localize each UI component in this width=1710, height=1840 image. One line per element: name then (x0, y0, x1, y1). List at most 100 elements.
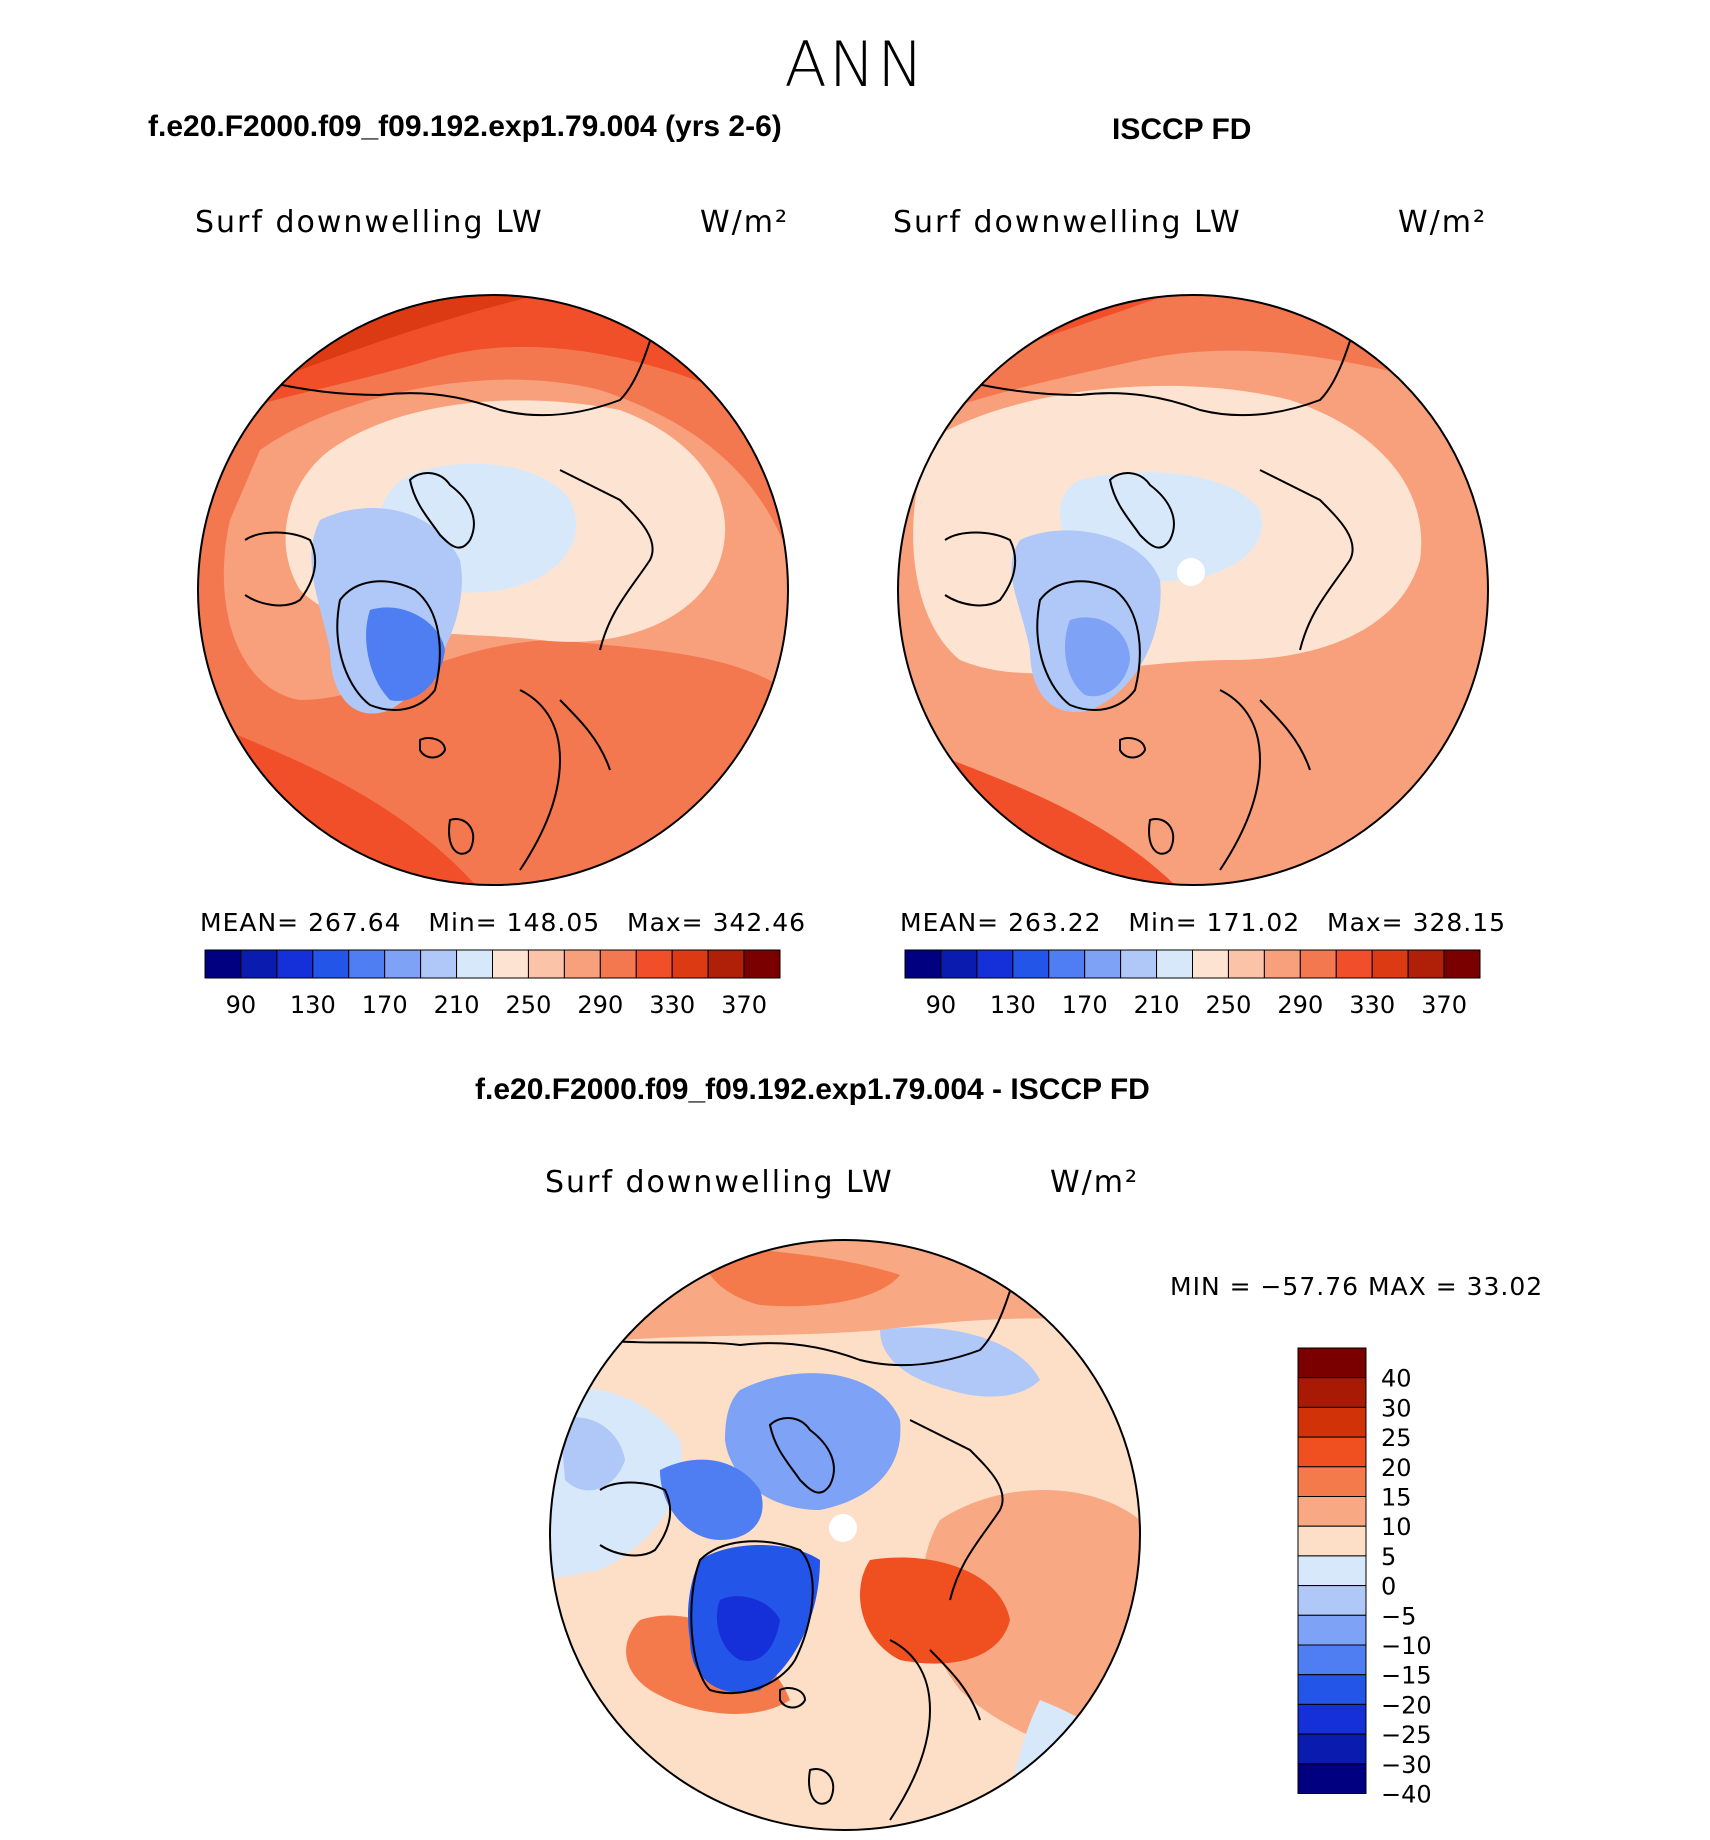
field-beaufort-cool (880, 1327, 1040, 1397)
colorbar-swatch (312, 949, 350, 979)
panel-model-max-label: Max= (627, 908, 704, 937)
colorbar-swatch (1335, 949, 1373, 979)
colorbar-tick-label: 90 (226, 991, 257, 1019)
colorbar-swatch (1297, 1585, 1367, 1616)
field-greenland-colder (716, 1596, 780, 1661)
pole-hole (1177, 558, 1205, 586)
field-greenland-inner (366, 607, 445, 701)
colorbar-swatch (1297, 1733, 1367, 1765)
colorbar-tick-label: 130 (290, 991, 336, 1019)
colorbar-swatch (456, 949, 493, 979)
colorbar-swatch (1371, 949, 1409, 979)
field-alaska-cooler (560, 1417, 625, 1491)
coastlines (944, 309, 1361, 871)
colorbar-swatch (635, 949, 673, 979)
colorbar-tick-label: 170 (362, 991, 408, 1019)
colorbar-tick-label: 130 (990, 991, 1036, 1019)
colorbar-swatch (563, 949, 601, 979)
coastlines (599, 1259, 1021, 1821)
colorbar-tick-label: 5 (1381, 1543, 1396, 1571)
panel-obs-title: ISCCP FD (1112, 113, 1252, 146)
panel-obs-min-value: 171.02 (1206, 908, 1301, 937)
colorbar-swatch (1297, 1466, 1367, 1498)
colorbar-swatch (904, 949, 942, 979)
panel-model-min-value: 148.05 (506, 908, 601, 937)
colorbar-swatch (1192, 949, 1229, 979)
colorbar-swatch (1297, 1406, 1367, 1438)
panel-model-title: f.e20.F2000.f09_f09.192.exp1.79.004 (yrs… (148, 110, 782, 143)
colorbar-tick-label: 0 (1381, 1573, 1396, 1601)
colorbar-swatch (384, 949, 422, 979)
panel-model-max-value: 342.46 (712, 908, 807, 937)
panel-obs-units-label: W/m² (1398, 205, 1488, 240)
colorbar-swatch (743, 949, 781, 979)
map-obs-border (897, 294, 1489, 886)
colorbar-swatch (1297, 1614, 1367, 1646)
colorbar-tick-label: −30 (1381, 1751, 1432, 1779)
colorbar-swatch (1048, 949, 1086, 979)
colorbar-tick-label: 370 (721, 991, 767, 1019)
colorbar-swatch (1297, 1347, 1367, 1379)
colorbar-swatch (1297, 1496, 1367, 1527)
field-archipelago-cold (660, 1459, 763, 1540)
colorbar-swatch (276, 949, 314, 979)
colorbar-swatch (1156, 949, 1193, 979)
colorbar-tick-label: 210 (1134, 991, 1180, 1019)
panel-obs-max-label: Max= (1327, 908, 1404, 937)
panel-obs-max-value: 328.15 (1412, 908, 1507, 937)
colorbar-tick-label: 10 (1381, 1513, 1412, 1541)
colorbar-swatch (1263, 949, 1301, 979)
colorbar-tick-label: −25 (1381, 1721, 1432, 1749)
map-model (198, 295, 788, 885)
colorbar-tick-label: 330 (1349, 991, 1395, 1019)
colorbar-tick-label: −10 (1381, 1632, 1432, 1660)
colorbar-swatch (976, 949, 1014, 979)
colorbar-swatch (204, 949, 242, 979)
map-model-border (197, 294, 789, 886)
panel-model-variable-label: Surf downwelling LW (195, 205, 544, 240)
colorbar-swatch (1297, 1703, 1367, 1735)
colorbar-tick-label: 30 (1381, 1394, 1412, 1422)
colorbar-swatch (599, 949, 637, 979)
field-barents-warm (860, 1557, 1010, 1664)
colorbar-tick-label: 20 (1381, 1454, 1412, 1482)
colorbar-tick-label: 330 (649, 991, 695, 1019)
colorbar-tick-label: −40 (1381, 1781, 1432, 1809)
field-siberia-warm (700, 1245, 900, 1307)
map-obs (898, 295, 1488, 885)
colorbar-swatch (1297, 1377, 1367, 1408)
colorbar-swatch (1297, 1674, 1367, 1705)
panel-obs-mean-label: MEAN= (900, 908, 1000, 937)
colorbar-tick-label: 90 (926, 991, 957, 1019)
panel-diff-title: f.e20.F2000.f09_f09.192.exp1.79.004 - IS… (475, 1073, 1150, 1106)
colorbar-model: 90 130 170 210 250 290 330 370 (204, 949, 781, 1019)
panel-diff-variable-label: Surf downwelling LW (545, 1165, 894, 1200)
colorbar-tick-label: 290 (1277, 991, 1323, 1019)
field-greenland-inner (1065, 617, 1130, 697)
panel-model-mean-value: 267.64 (308, 908, 402, 937)
colorbar-swatch (1227, 949, 1265, 979)
colorbar-tick-label: −15 (1381, 1662, 1432, 1690)
colorbar-swatch (1297, 1644, 1367, 1676)
colorbar-swatch (1297, 1436, 1367, 1468)
colorbar-obs: 90 130 170 210 250 290 330 370 (904, 949, 1481, 1019)
colorbar-swatch (671, 949, 709, 979)
colorbar-swatch (1407, 949, 1445, 979)
coastlines (244, 309, 661, 871)
colorbar-tick-label: −20 (1381, 1691, 1432, 1719)
colorbar-tick-label: 25 (1381, 1424, 1412, 1452)
colorbar-swatch (1443, 949, 1481, 979)
panel-model-units-label: W/m² (700, 205, 790, 240)
colorbar-tick-label: 170 (1062, 991, 1108, 1019)
colorbar-swatch (240, 949, 278, 979)
colorbar-tick-label: 15 (1381, 1484, 1412, 1512)
colorbar-tick-label: 40 (1381, 1365, 1412, 1393)
colorbar-tick-label: −5 (1381, 1602, 1416, 1630)
panel-diff-units-label: W/m² (1050, 1165, 1140, 1200)
colorbar-tick-label: 250 (506, 991, 552, 1019)
colorbar-swatch (1084, 949, 1122, 979)
panel-model-min-label: Min= (428, 908, 498, 937)
panel-obs-min-label: Min= (1128, 908, 1198, 937)
